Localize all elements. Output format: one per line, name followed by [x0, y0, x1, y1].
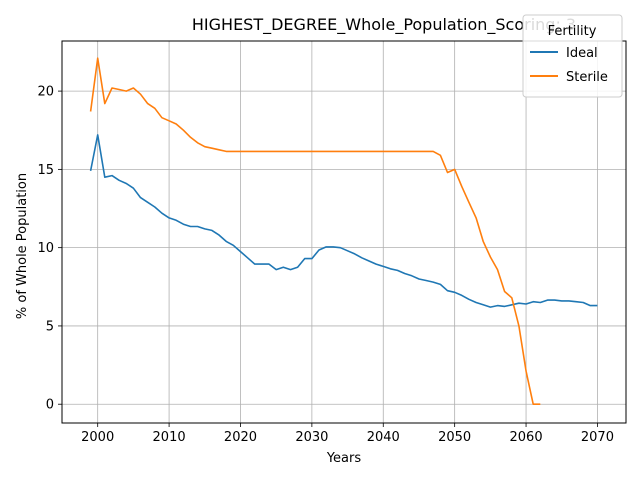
x-tick-label: 2060 [510, 430, 543, 445]
series-layer [89, 57, 598, 406]
gridlines [62, 41, 626, 423]
y-tick-label: 20 [37, 85, 54, 100]
x-tick-label: 2000 [81, 430, 114, 445]
x-tick-label: 2040 [367, 430, 400, 445]
legend-entry-ideal: Ideal [566, 46, 598, 61]
legend: Fertility Ideal Sterile [522, 14, 623, 98]
plot-frame [61, 40, 627, 424]
y-tick-label: 5 [46, 319, 54, 334]
legend-title: Fertility [548, 24, 597, 39]
y-tick-label: 0 [46, 398, 54, 413]
series-line-sterile [89, 57, 541, 406]
x-tick-label: 2070 [581, 430, 614, 445]
x-tick-label: 2010 [153, 430, 186, 445]
y-axis-label: % of Whole Population [15, 173, 30, 319]
legend-entry-sterile: Sterile [566, 70, 608, 85]
x-tick-label: 2050 [438, 430, 471, 445]
x-tick-label: 2030 [295, 430, 328, 445]
y-axis: 0 5 10 15 20 [37, 85, 62, 413]
x-axis: 2000 2010 2020 2030 2040 2050 2060 2070 [81, 423, 614, 445]
y-tick-label: 10 [37, 241, 54, 256]
y-tick-label: 15 [37, 163, 54, 178]
chart-title: HIGHEST_DEGREE_Whole_Population_Scoring:… [192, 15, 576, 35]
x-tick-label: 2020 [224, 430, 257, 445]
x-axis-label: Years [326, 451, 362, 466]
